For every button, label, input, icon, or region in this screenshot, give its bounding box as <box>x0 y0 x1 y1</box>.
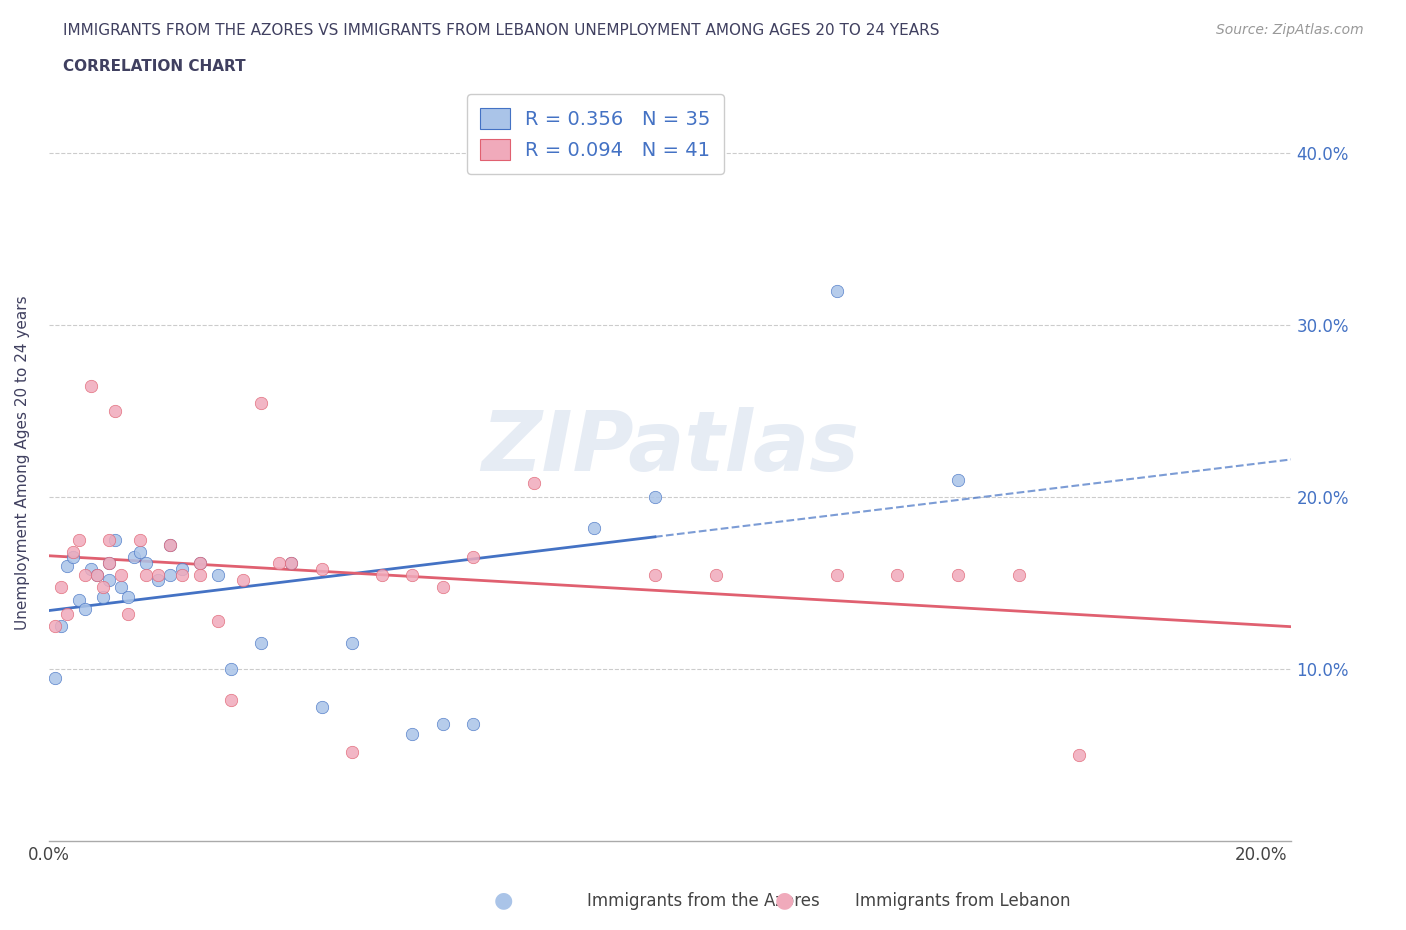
Point <box>207 614 229 629</box>
Point <box>340 744 363 759</box>
Point <box>825 284 848 299</box>
Point <box>110 567 132 582</box>
Point <box>44 671 66 685</box>
Point <box>311 699 333 714</box>
Point <box>172 567 194 582</box>
Point <box>104 533 127 548</box>
Text: ●: ● <box>494 890 513 910</box>
Point <box>56 606 79 621</box>
Point <box>56 559 79 574</box>
Point <box>62 550 84 565</box>
Text: Immigrants from the Azores: Immigrants from the Azores <box>586 892 820 910</box>
Point <box>311 562 333 577</box>
Point <box>80 562 103 577</box>
Point <box>75 602 97 617</box>
Point <box>135 555 157 570</box>
Point <box>340 636 363 651</box>
Point <box>122 550 145 565</box>
Point <box>117 606 139 621</box>
Point <box>704 567 727 582</box>
Point <box>886 567 908 582</box>
Point <box>44 618 66 633</box>
Point <box>644 567 666 582</box>
Point <box>432 717 454 732</box>
Text: CORRELATION CHART: CORRELATION CHART <box>63 59 246 73</box>
Point <box>280 555 302 570</box>
Point <box>91 579 114 594</box>
Point <box>371 567 394 582</box>
Point <box>644 490 666 505</box>
Point <box>188 555 211 570</box>
Point <box>159 538 181 552</box>
Point <box>98 555 121 570</box>
Point <box>523 476 546 491</box>
Text: Source: ZipAtlas.com: Source: ZipAtlas.com <box>1216 23 1364 37</box>
Point <box>67 593 90 608</box>
Point <box>159 538 181 552</box>
Point <box>269 555 291 570</box>
Point <box>207 567 229 582</box>
Point <box>250 636 273 651</box>
Point <box>91 590 114 604</box>
Text: IMMIGRANTS FROM THE AZORES VS IMMIGRANTS FROM LEBANON UNEMPLOYMENT AMONG AGES 20: IMMIGRANTS FROM THE AZORES VS IMMIGRANTS… <box>63 23 939 38</box>
Point <box>49 618 72 633</box>
Legend: R = 0.356   N = 35, R = 0.094   N = 41: R = 0.356 N = 35, R = 0.094 N = 41 <box>467 95 724 174</box>
Point <box>461 717 484 732</box>
Point <box>75 567 97 582</box>
Point <box>188 567 211 582</box>
Point <box>135 567 157 582</box>
Point <box>49 579 72 594</box>
Point <box>104 404 127 418</box>
Point <box>86 567 108 582</box>
Point <box>250 395 273 410</box>
Point <box>86 567 108 582</box>
Point <box>117 590 139 604</box>
Point <box>401 567 423 582</box>
Point <box>825 567 848 582</box>
Point <box>1069 748 1091 763</box>
Point <box>128 545 150 560</box>
Point <box>461 550 484 565</box>
Point <box>110 579 132 594</box>
Point <box>98 572 121 587</box>
Point <box>280 555 302 570</box>
Point <box>401 727 423 742</box>
Point <box>98 533 121 548</box>
Text: Immigrants from Lebanon: Immigrants from Lebanon <box>855 892 1071 910</box>
Point <box>98 555 121 570</box>
Point <box>946 472 969 487</box>
Point <box>188 555 211 570</box>
Point <box>146 567 169 582</box>
Text: ZIPatlas: ZIPatlas <box>481 407 859 488</box>
Point <box>159 567 181 582</box>
Point <box>219 661 242 676</box>
Point <box>62 545 84 560</box>
Text: ●: ● <box>775 890 794 910</box>
Y-axis label: Unemployment Among Ages 20 to 24 years: Unemployment Among Ages 20 to 24 years <box>15 296 30 631</box>
Point <box>146 572 169 587</box>
Point <box>128 533 150 548</box>
Point <box>80 379 103 393</box>
Point <box>172 562 194 577</box>
Point <box>219 693 242 708</box>
Point <box>432 579 454 594</box>
Point <box>583 521 606 536</box>
Point <box>1008 567 1031 582</box>
Point <box>946 567 969 582</box>
Point <box>232 572 254 587</box>
Point <box>67 533 90 548</box>
